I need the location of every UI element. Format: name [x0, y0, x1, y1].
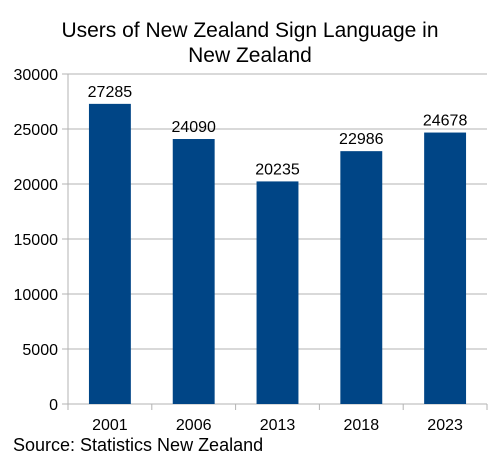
y-tick-label: 10000 — [14, 287, 59, 304]
bar — [88, 103, 131, 405]
y-tick-label: 20000 — [14, 177, 59, 194]
bar — [340, 151, 383, 404]
y-tick-label: 25000 — [14, 122, 59, 139]
bar — [172, 139, 215, 404]
data-label: 24090 — [171, 119, 216, 136]
y-tick-label: 0 — [49, 397, 58, 414]
data-label: 24678 — [423, 113, 468, 130]
y-tick-label: 5000 — [22, 342, 58, 359]
data-label: 27285 — [88, 84, 133, 101]
chart-title-line-1: Users of New Zealand Sign Language in — [61, 19, 439, 42]
x-tick-label: 2018 — [344, 417, 380, 434]
data-label: 20235 — [255, 161, 300, 178]
source-note: Source: Statistics New Zealand — [13, 435, 264, 455]
y-tick-label: 30000 — [14, 67, 59, 84]
x-tick-label: 2006 — [176, 417, 212, 434]
data-label: 22986 — [339, 131, 384, 148]
y-tick-label: 15000 — [14, 232, 59, 249]
x-tick-label: 2001 — [92, 417, 128, 434]
bar — [256, 181, 299, 404]
x-tick-label: 2023 — [427, 417, 463, 434]
bar — [424, 132, 467, 405]
x-tick-label: 2013 — [260, 417, 296, 434]
chart-title-line-2: New Zealand — [188, 44, 312, 67]
